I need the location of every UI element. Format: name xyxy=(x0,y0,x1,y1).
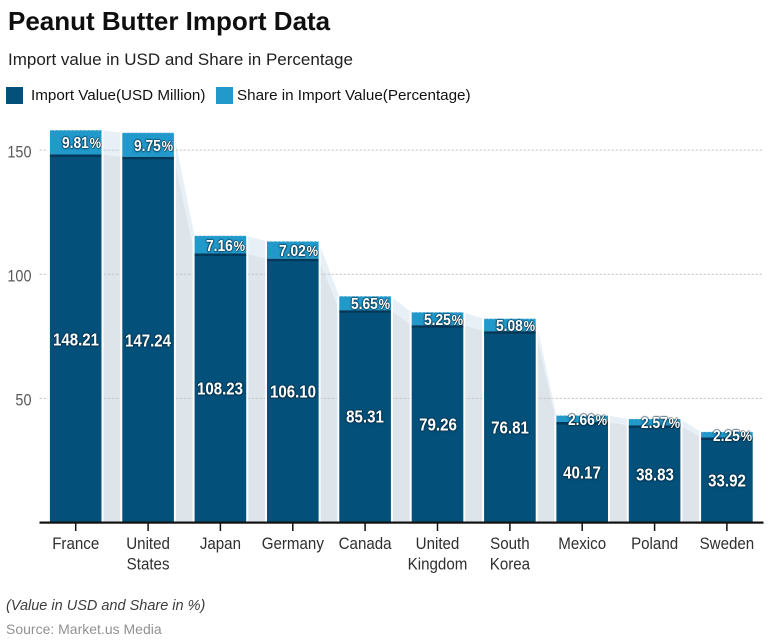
svg-text:100: 100 xyxy=(7,268,31,286)
svg-text:Kingdom: Kingdom xyxy=(408,556,468,574)
svg-text:Poland: Poland xyxy=(631,535,678,553)
svg-text:Germany: Germany xyxy=(262,535,324,553)
svg-text:50: 50 xyxy=(15,392,31,410)
svg-text:United: United xyxy=(126,535,170,553)
svg-text:Sweden: Sweden xyxy=(700,535,755,553)
svg-text:150: 150 xyxy=(7,144,31,162)
svg-text:Japan: Japan xyxy=(200,535,241,553)
svg-text:States: States xyxy=(127,556,170,574)
svg-text:Canada: Canada xyxy=(339,535,392,553)
svg-text:France: France xyxy=(52,535,99,553)
svg-text:United: United xyxy=(416,535,460,553)
svg-text:South: South xyxy=(490,535,529,553)
svg-text:Mexico: Mexico xyxy=(558,535,606,553)
svg-text:Korea: Korea xyxy=(490,556,530,574)
